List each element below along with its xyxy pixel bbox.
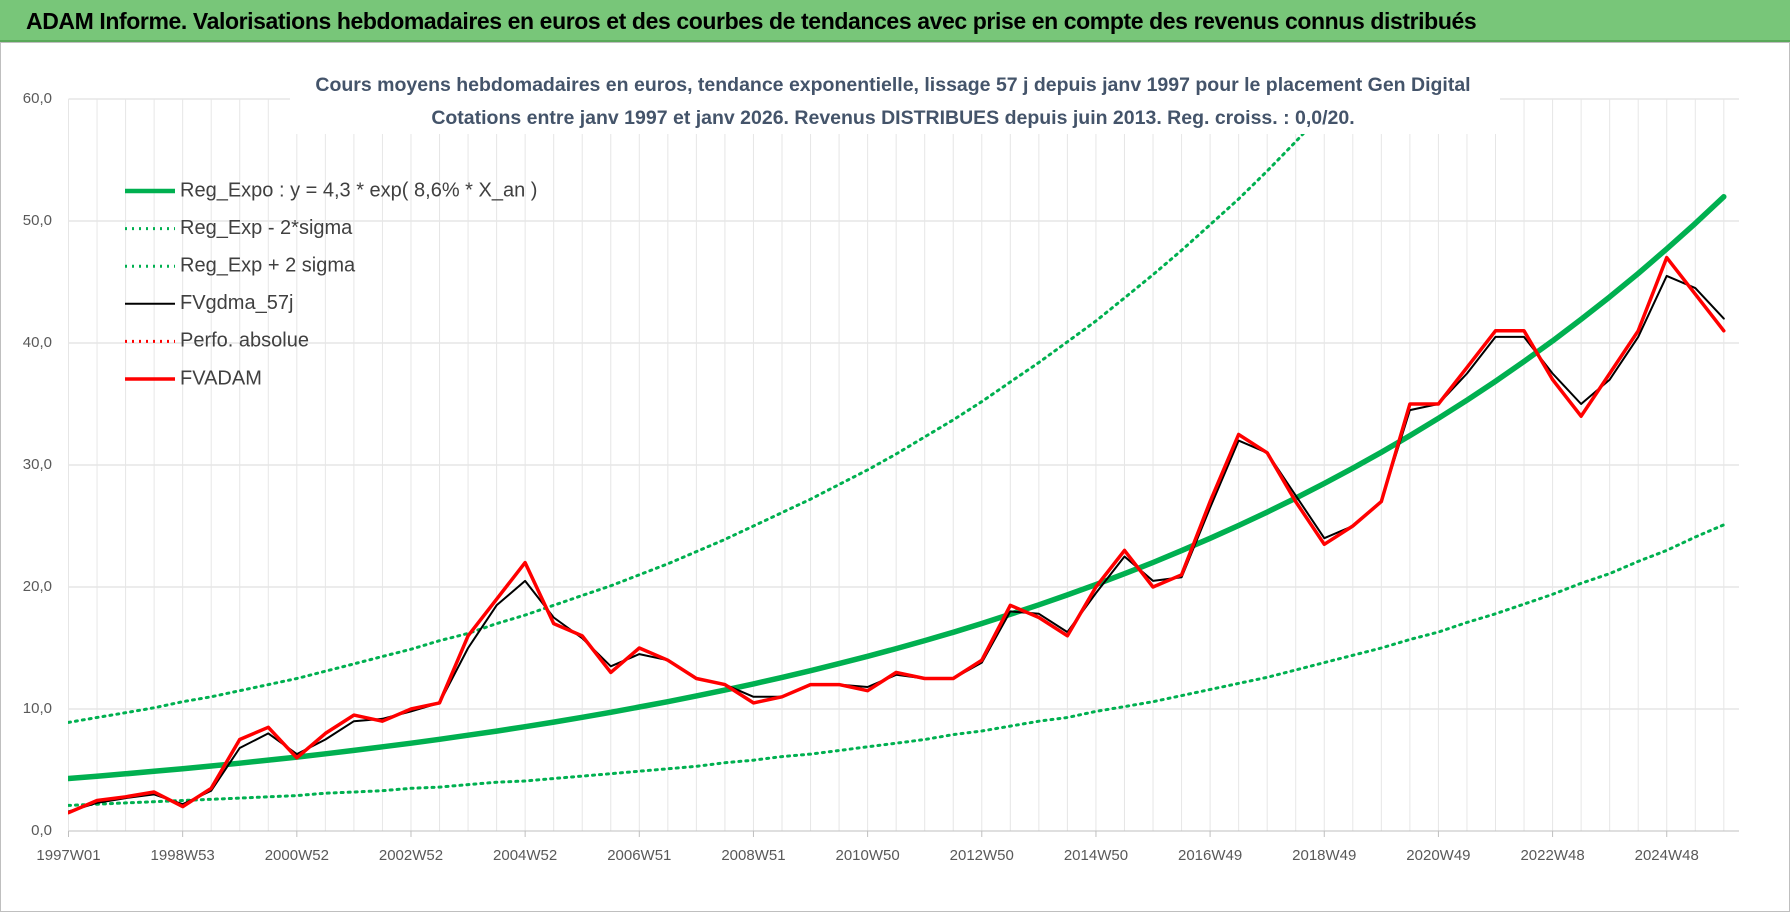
- legend-label: Reg_Expo : y = 4,3 * exp( 8,6% * X_an ): [180, 179, 537, 201]
- legend-label: Reg_Exp + 2 sigma: [180, 254, 356, 276]
- y-tick-label: 30,0: [23, 456, 52, 473]
- y-tick-label: 60,0: [23, 90, 52, 107]
- y-tick-label: 0,0: [31, 822, 52, 839]
- series-line: [68, 255, 1726, 815]
- x-tick-label: 2002W52: [379, 847, 443, 864]
- chart-subtitle: Cotations entre janv 1997 et janv 2026. …: [431, 107, 1354, 129]
- x-tick-label: 2000W52: [265, 847, 329, 864]
- x-tick-label: 2020W49: [1406, 847, 1470, 864]
- x-tick-label: 2008W51: [721, 847, 785, 864]
- x-tick-label: 2018W49: [1292, 847, 1356, 864]
- x-tick-label: 2024W48: [1635, 847, 1699, 864]
- series-line: [68, 193, 1727, 782]
- y-tick-label: 50,0: [23, 212, 52, 229]
- x-tick-label: 1997W01: [36, 847, 100, 864]
- y-tick-label: 20,0: [23, 578, 52, 595]
- chart-title: Cours moyens hebdomadaires en euros, ten…: [315, 74, 1470, 96]
- x-tick-label: 2004W52: [493, 847, 557, 864]
- legend-label: Reg_Exp - 2*sigma: [180, 217, 353, 239]
- y-tick-label: 40,0: [23, 334, 52, 351]
- legend: Reg_Expo : y = 4,3 * exp( 8,6% * X_an ) R…: [125, 179, 537, 389]
- x-tick-label: 1998W53: [151, 847, 215, 864]
- x-tick-label: 2022W48: [1520, 847, 1584, 864]
- y-tick-label: 10,0: [23, 700, 52, 717]
- legend-label: Perfo. absolue: [180, 330, 309, 352]
- x-tick-label: 2014W50: [1064, 847, 1128, 864]
- series-line: [68, 523, 1726, 807]
- title-background: [290, 70, 1500, 134]
- grid: 0,0 10,0 20,0 30,0 40,0 50,0 60,0 1997W01 1998W5…: [23, 90, 1739, 864]
- legend-label: FVgdma_57j: [180, 292, 293, 314]
- plot-lines: [68, 99, 1727, 815]
- x-tick-label: 2010W50: [836, 847, 900, 864]
- page-header: ADAM Informe. Valorisations hebdomadaire…: [0, 0, 1790, 42]
- legend-label: FVADAM: [180, 367, 262, 389]
- x-tick-label: 2016W49: [1178, 847, 1242, 864]
- x-tick-label: 2012W50: [950, 847, 1014, 864]
- x-tick-label: 2006W51: [607, 847, 671, 864]
- series-line: [68, 99, 1338, 724]
